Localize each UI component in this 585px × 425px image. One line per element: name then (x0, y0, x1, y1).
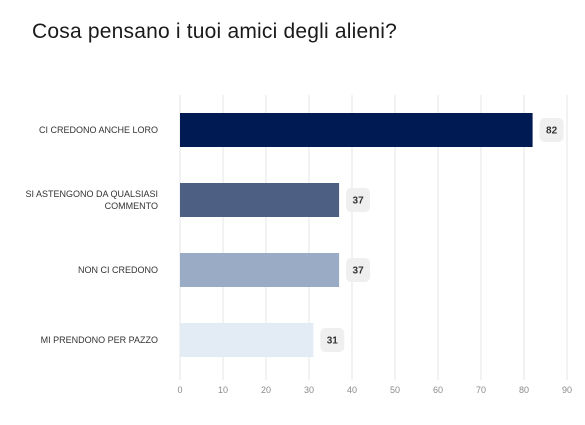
value-badge (539, 118, 564, 142)
category-label-line: NON CI CREDONO (78, 265, 158, 275)
category-labels: CI CREDONO ANCHE LORO SI ASTENGONO DA QUA… (25, 125, 158, 345)
bar (180, 323, 314, 357)
category-label: CI CREDONO ANCHE LORO (39, 125, 158, 135)
x-tick-label: 0 (177, 385, 182, 395)
x-tick-label: 40 (347, 385, 357, 395)
x-tick-label: 10 (218, 385, 228, 395)
value-badge (346, 258, 371, 282)
value-label: 37 (353, 196, 365, 207)
x-axis-ticks: 0 10 20 30 40 50 60 70 80 90 (177, 385, 572, 395)
x-tick-label: 80 (519, 385, 529, 395)
category-label: NON CI CREDONO (78, 265, 158, 275)
value-label: 82 (546, 126, 558, 137)
value-badge (346, 188, 371, 212)
chart-title: Cosa pensano i tuoi amici degli alieni? (32, 20, 398, 43)
category-label-line: MI PRENDONO PER PAZZO (41, 335, 158, 345)
category-label: SI ASTENGONO DA QUALSIASI COMMENTO (25, 189, 158, 211)
x-tick-label: 50 (390, 385, 400, 395)
x-tick-label: 60 (433, 385, 443, 395)
x-tick-label: 70 (476, 385, 486, 395)
category-label-line: CI CREDONO ANCHE LORO (39, 125, 158, 135)
value-label: 37 (353, 266, 365, 277)
category-label: MI PRENDONO PER PAZZO (41, 335, 158, 345)
x-tick-label: 30 (304, 385, 314, 395)
bar (180, 183, 340, 217)
category-label-line: COMMENTO (105, 201, 158, 211)
bars: 82 37 37 31 (180, 113, 564, 357)
value-badge (320, 328, 345, 352)
bar (180, 253, 340, 287)
x-tick-label: 90 (562, 385, 572, 395)
bar (180, 113, 533, 147)
x-tick-label: 20 (261, 385, 271, 395)
category-label-line: SI ASTENGONO DA QUALSIASI (25, 189, 158, 199)
value-label: 31 (327, 336, 339, 347)
